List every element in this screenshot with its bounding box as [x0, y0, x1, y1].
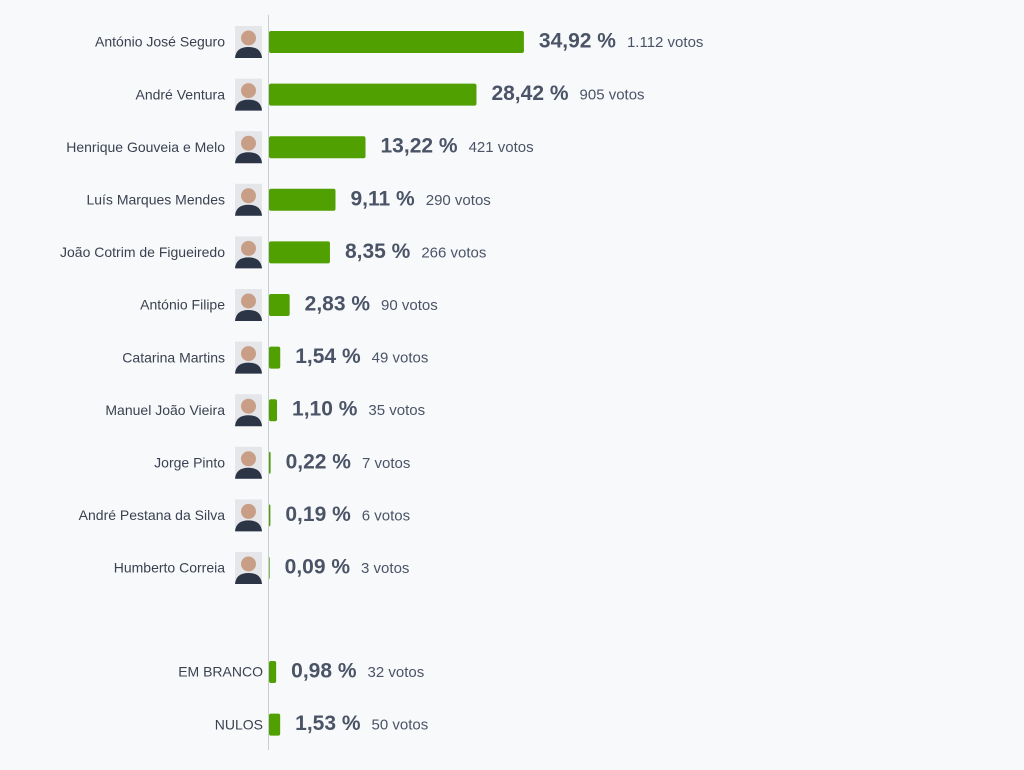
photo-head [241, 503, 256, 519]
photo-body [235, 415, 262, 427]
photo-head [241, 240, 256, 256]
value-label: 9,11 % [351, 187, 416, 210]
category-label: Jorge Pinto [154, 455, 225, 471]
value-label: 1,53 % [295, 712, 361, 735]
bar [269, 31, 524, 53]
photo-body [235, 520, 262, 532]
value-label: 28,42 % [491, 82, 568, 105]
candidate-photo [235, 131, 262, 164]
category-label: NULOS [215, 716, 263, 732]
category-label: André Ventura [135, 86, 225, 102]
votes-label: 50 votos [372, 717, 429, 734]
photo-body [235, 99, 262, 111]
votes-label: 90 votos [381, 297, 438, 314]
category-label: António José Seguro [95, 34, 225, 50]
bar [269, 713, 281, 736]
value-label: 2,83 % [305, 293, 371, 316]
votes-label: 905 votos [580, 87, 645, 104]
photo-body [235, 257, 262, 269]
photo-head [241, 293, 256, 309]
photo-head [241, 346, 256, 362]
photo-body [235, 310, 262, 321]
value-label: 1,10 % [292, 398, 358, 421]
value-label: 8,35 % [345, 240, 411, 263]
bar [269, 451, 271, 474]
photo-head [241, 398, 256, 414]
bar [269, 83, 477, 106]
votes-label: 49 votos [372, 350, 429, 367]
bar [269, 188, 336, 211]
candidate-photo [235, 236, 262, 269]
votes-label: 1.112 votos [627, 34, 703, 51]
value-label: 0,22 % [286, 450, 352, 473]
photo-body [235, 573, 262, 584]
category-label: Luís Marques Mendes [86, 192, 225, 208]
bar [269, 399, 278, 422]
candidate-photo [235, 78, 262, 111]
votes-label: 290 votos [426, 192, 491, 209]
value-label: 0,19 % [285, 503, 351, 526]
category-label: Humberto Correia [114, 560, 225, 576]
category-label: João Cotrim de Figueiredo [60, 244, 225, 260]
category-label: EM BRANCO [178, 664, 263, 680]
value-label: 1,54 % [295, 345, 361, 368]
category-label: António Filipe [140, 297, 225, 313]
candidate-photo [235, 289, 262, 321]
photo-head [241, 83, 256, 99]
votes-label: 7 votos [362, 455, 410, 472]
votes-label: 35 votos [368, 402, 425, 419]
value-label: 0,98 % [291, 660, 357, 683]
bar [269, 661, 277, 683]
bar [269, 294, 290, 316]
votes-label: 421 votos [469, 139, 534, 156]
votes-label: 3 votos [361, 560, 409, 577]
photo-head [241, 135, 256, 151]
bar [269, 346, 281, 369]
photo-body [235, 152, 262, 164]
value-label: 13,22 % [381, 135, 458, 158]
candidate-photo [235, 552, 262, 584]
photo-body [235, 467, 262, 479]
photo-head [241, 188, 256, 204]
value-label: 0,09 % [285, 556, 351, 579]
candidate-photo [235, 394, 262, 427]
photo-body [235, 362, 262, 374]
candidate-photo [235, 446, 262, 479]
value-label: 34,92 % [539, 30, 616, 53]
candidate-photo [235, 499, 262, 532]
bar [269, 504, 271, 527]
photo-head [241, 30, 256, 46]
candidate-photo [235, 183, 262, 216]
photo-head [241, 451, 256, 467]
bar [269, 557, 270, 579]
votes-label: 32 votos [368, 664, 425, 681]
photo-body [235, 47, 262, 58]
category-label: André Pestana da Silva [79, 507, 226, 523]
photo-head [241, 556, 256, 572]
category-label: Henrique Gouveia e Melo [66, 139, 225, 155]
bar [269, 136, 366, 159]
candidate-photo [235, 26, 262, 58]
category-label: Manuel João Vieira [105, 402, 225, 418]
votes-label: 6 votos [362, 507, 410, 524]
photo-body [235, 204, 262, 216]
category-label: Catarina Martins [122, 349, 225, 365]
bar [269, 241, 330, 264]
votes-label: 266 votos [421, 244, 486, 261]
candidate-photo [235, 341, 262, 374]
